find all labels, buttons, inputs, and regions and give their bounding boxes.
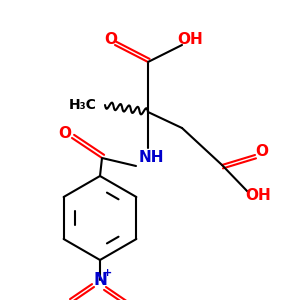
- Text: O: O: [256, 143, 268, 158]
- Text: +: +: [103, 268, 112, 278]
- Text: NH: NH: [138, 151, 164, 166]
- Text: O: O: [58, 125, 71, 140]
- Text: OH: OH: [177, 32, 203, 47]
- Text: ⁻: ⁻: [55, 298, 61, 300]
- Text: O: O: [104, 32, 118, 47]
- Text: H₃C: H₃C: [69, 98, 97, 112]
- Text: N: N: [93, 271, 107, 289]
- Text: OH: OH: [245, 188, 271, 203]
